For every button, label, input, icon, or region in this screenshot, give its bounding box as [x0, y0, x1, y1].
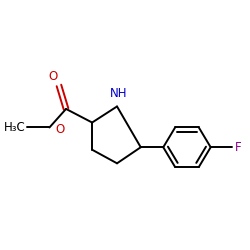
Text: F: F: [234, 141, 241, 154]
Text: H₃C: H₃C: [4, 121, 26, 134]
Text: O: O: [48, 70, 58, 84]
Text: O: O: [55, 123, 64, 136]
Text: NH: NH: [110, 87, 127, 100]
